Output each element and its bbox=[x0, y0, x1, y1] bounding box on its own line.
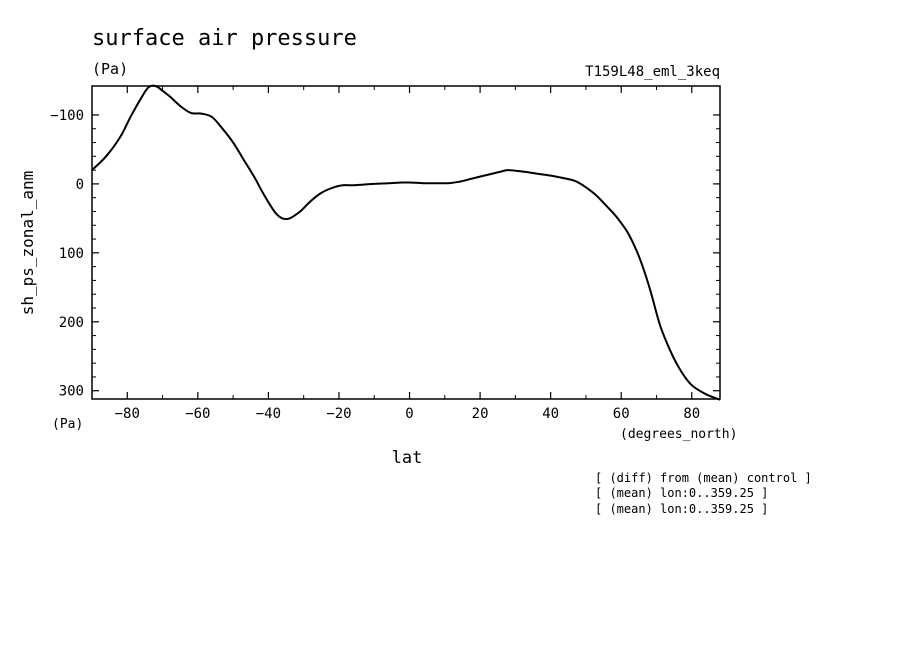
x-axis-units: (degrees_north) bbox=[620, 427, 737, 442]
x-tick-label: −20 bbox=[326, 406, 351, 422]
series-layer bbox=[91, 84, 721, 401]
y-tick-label: 0 bbox=[76, 177, 84, 193]
x-tick-label: 80 bbox=[683, 406, 700, 422]
plot-frame bbox=[91, 85, 721, 400]
x-axis-label: lat bbox=[392, 448, 423, 468]
axis-ticks: −80 −60 −40 −20 0 20 40 60 80 −100 0 100 200 300 bbox=[50, 86, 720, 422]
title-units: (Pa) bbox=[92, 60, 128, 78]
x-tick-label: 20 bbox=[472, 406, 489, 422]
x-tick-label: −80 bbox=[115, 406, 140, 422]
series-line bbox=[91, 84, 721, 401]
y-tick-label: 300 bbox=[59, 384, 84, 400]
x-tick-label: 60 bbox=[613, 406, 630, 422]
y-tick-label: 200 bbox=[59, 315, 84, 331]
x-tick-label: 40 bbox=[542, 406, 559, 422]
y-axis-label: sh_ps_zonal_anm bbox=[18, 171, 37, 316]
chart-title: surface air pressure bbox=[92, 26, 357, 51]
x-tick-label: 0 bbox=[405, 406, 413, 422]
experiment-label: T159L48_eml_3keq bbox=[585, 64, 720, 80]
x-tick-label: −60 bbox=[185, 406, 210, 422]
annotation-3: [ (mean) lon:0..359.25 ] bbox=[595, 502, 768, 516]
x-tick-label: −40 bbox=[256, 406, 281, 422]
y-tick-label: 100 bbox=[59, 246, 84, 262]
annotation-1: [ (diff) from (mean) control ] bbox=[595, 471, 812, 485]
y-axis-units: (Pa) bbox=[52, 417, 83, 432]
annotation-2: [ (mean) lon:0..359.25 ] bbox=[595, 486, 768, 500]
y-tick-label: −100 bbox=[50, 108, 84, 124]
